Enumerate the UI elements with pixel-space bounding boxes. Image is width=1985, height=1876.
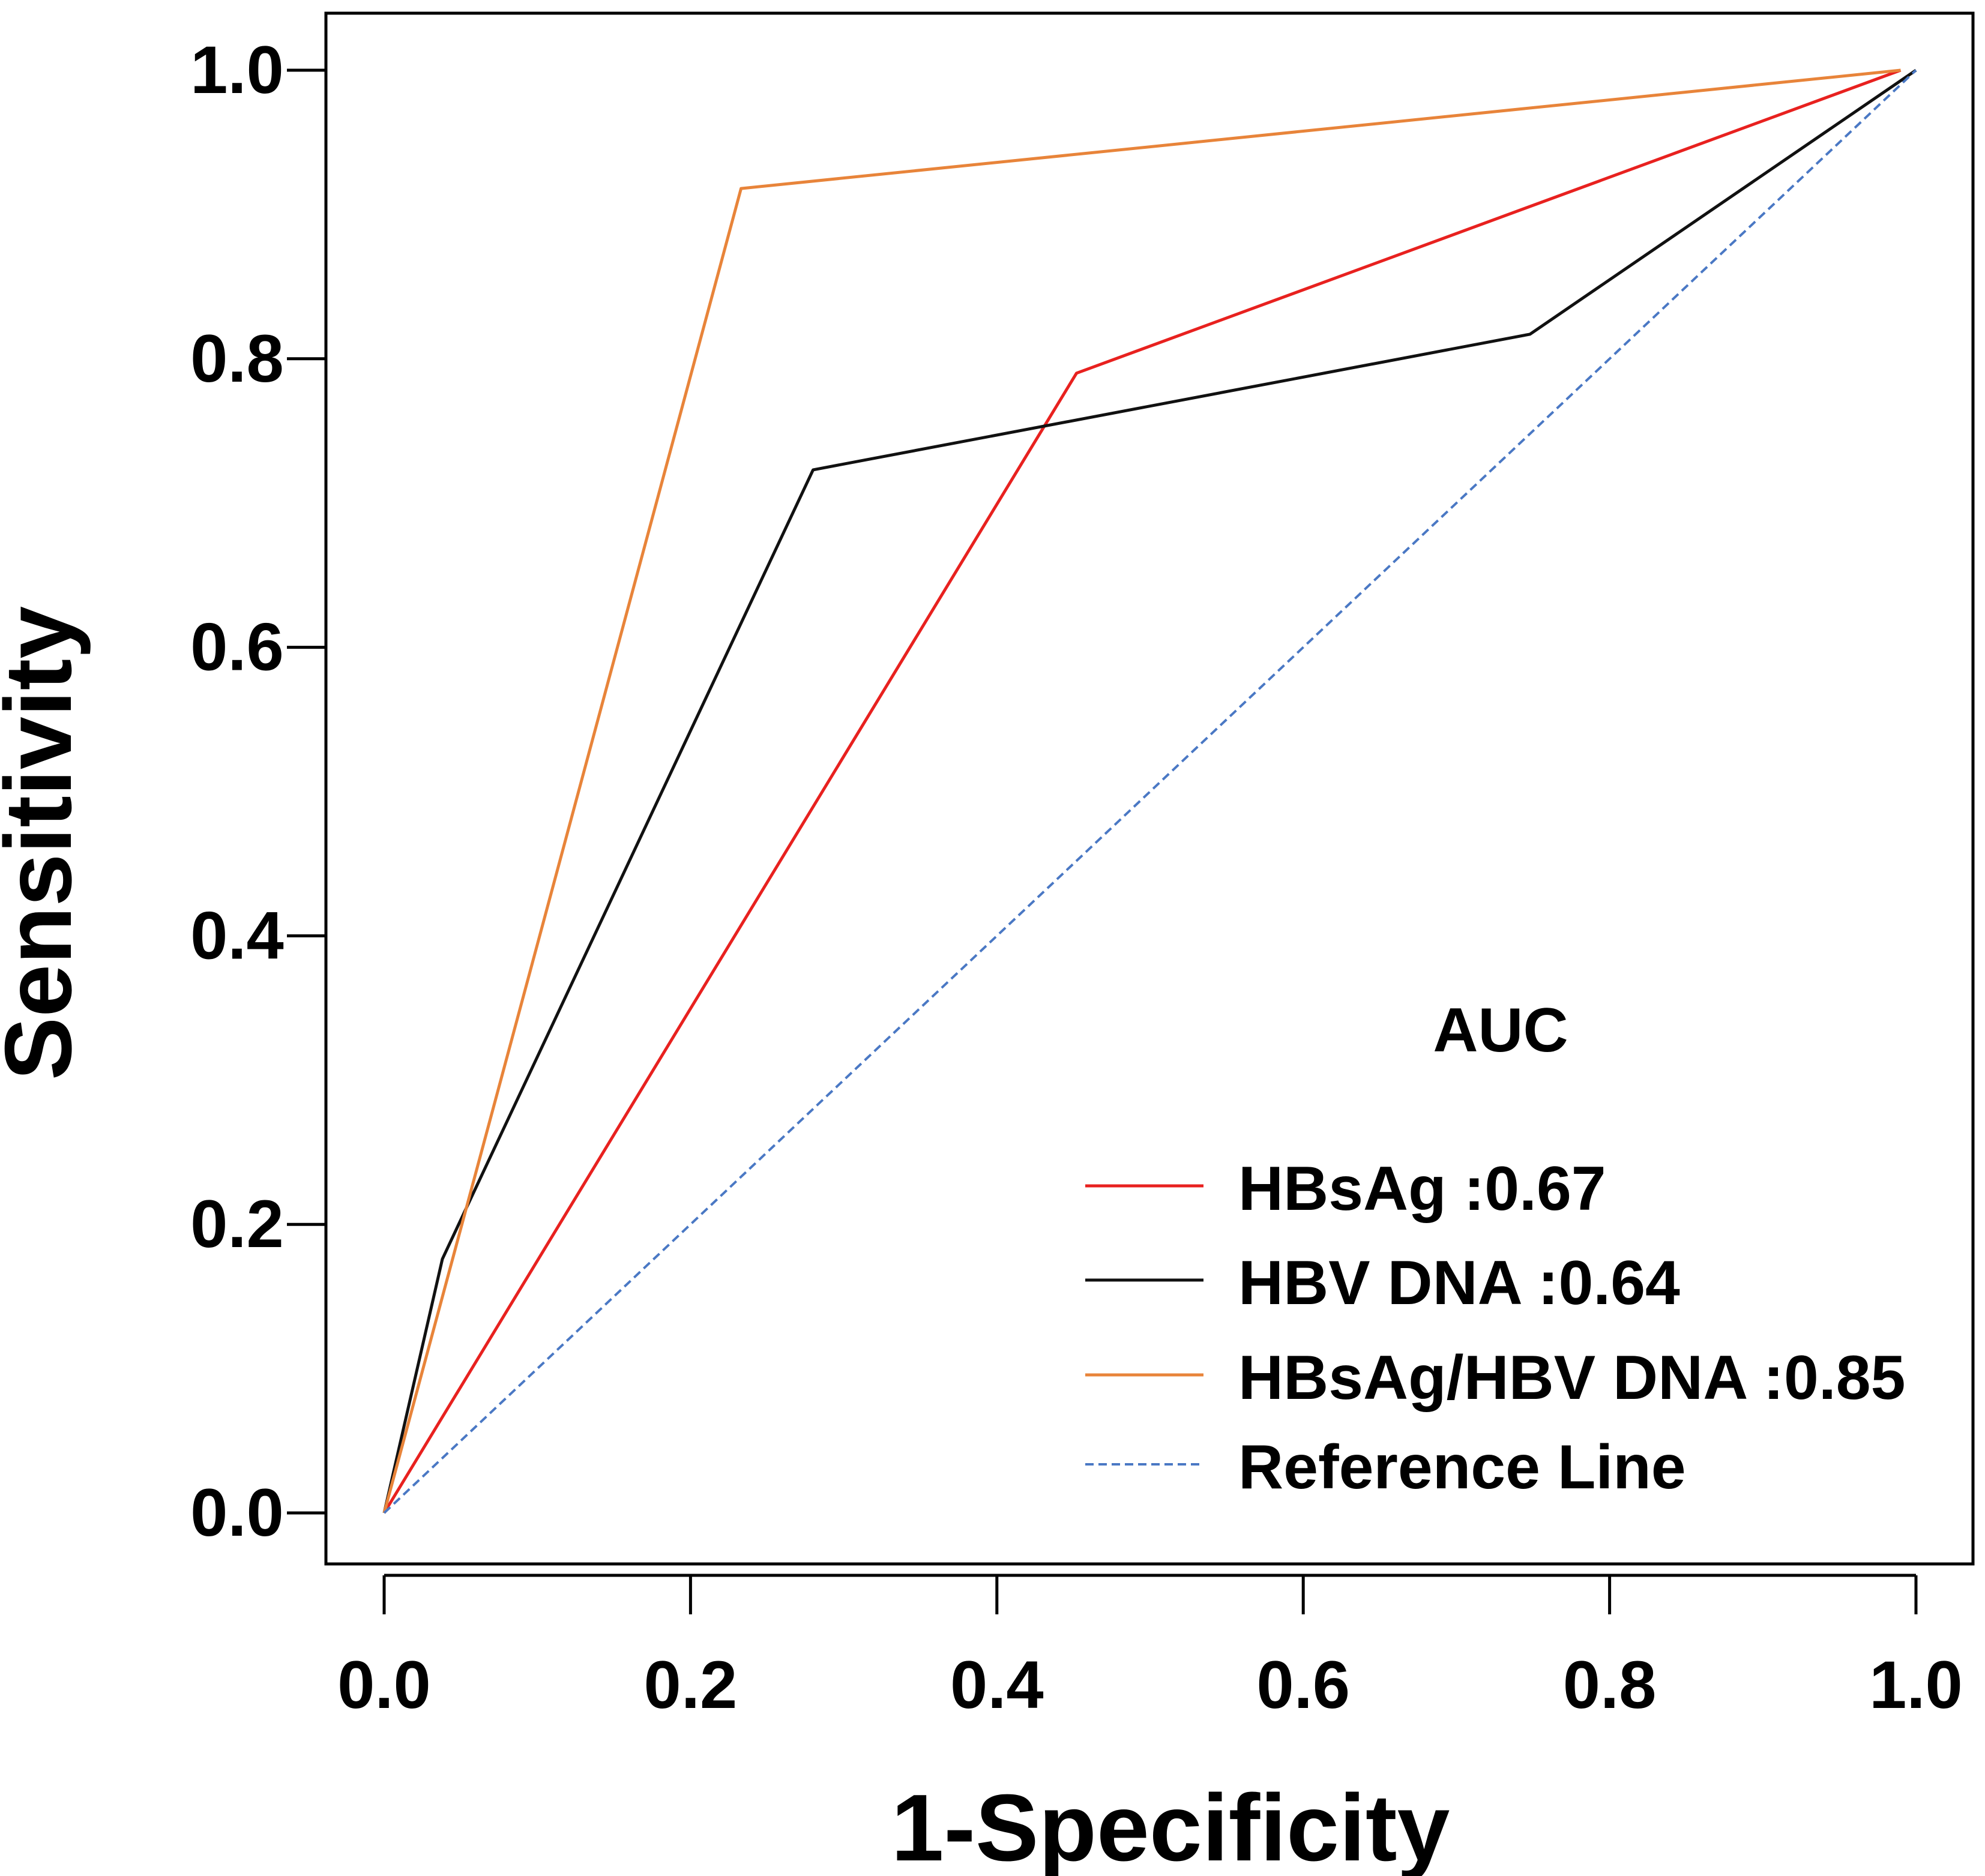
x-tick-label: 0.6 <box>1256 1647 1350 1722</box>
series-line-hbsag <box>382 68 1902 1514</box>
x-tick-label: 0.0 <box>337 1647 431 1722</box>
x-axis: 0.0 0.2 0.4 0.6 0.8 1.0 <box>337 1574 1963 1722</box>
y-tick-label: 0.4 <box>190 898 284 973</box>
legend-label: HBsAg :0.67 <box>1238 1154 1606 1224</box>
x-tick-label: 0.2 <box>644 1647 738 1722</box>
y-axis-title: Sensitivity <box>0 606 91 1080</box>
legend: AUC HBsAg :0.67 HBV DNA :0.64 HBsAg/HBV DN… <box>1085 996 1905 1502</box>
legend-title: AUC <box>1433 996 1568 1065</box>
series-line-hbsag-hbv-dna <box>382 68 1901 1514</box>
y-tick-label: 0.6 <box>190 610 284 685</box>
y-tick-label: 0.0 <box>190 1475 284 1550</box>
series-line-hbv-dna <box>382 68 1917 1514</box>
legend-label: Reference Line <box>1238 1433 1686 1502</box>
series-line-reference-line <box>383 69 1917 1514</box>
legend-label: HBV DNA :0.64 <box>1238 1248 1680 1318</box>
legend-label: HBsAg/HBV DNA :0.85 <box>1238 1343 1905 1413</box>
y-axis: 0.0 0.2 0.4 0.6 0.8 1.0 <box>190 32 328 1550</box>
x-tick-label: 0.8 <box>1563 1647 1657 1722</box>
x-tick-label: 1.0 <box>1869 1647 1963 1722</box>
plot-frame <box>324 11 1975 1566</box>
y-tick-label: 0.8 <box>190 321 284 396</box>
x-tick-label: 0.4 <box>950 1647 1044 1722</box>
x-axis-title: 1-Specificity <box>891 1775 1450 1876</box>
series-layer <box>382 68 1917 1514</box>
y-tick-label: 1.0 <box>190 32 284 107</box>
y-tick-label: 0.2 <box>190 1186 284 1261</box>
